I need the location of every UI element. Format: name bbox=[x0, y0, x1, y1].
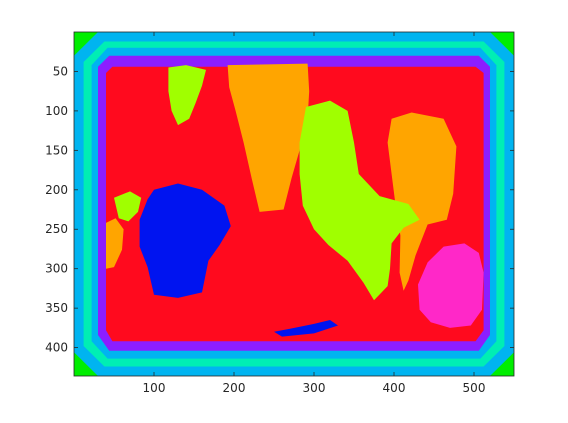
y-tick-label: 350 bbox=[45, 301, 68, 315]
y-tick-label: 400 bbox=[45, 341, 68, 355]
y-tick-label: 200 bbox=[45, 183, 68, 197]
y-tick-label: 100 bbox=[45, 104, 68, 118]
y-tick-label: 250 bbox=[45, 222, 68, 236]
y-tick-label: 50 bbox=[53, 64, 68, 78]
x-tick-label: 500 bbox=[463, 381, 486, 395]
heatmap-regions bbox=[74, 32, 514, 376]
y-tick-label: 150 bbox=[45, 143, 68, 157]
x-tick-label: 100 bbox=[143, 381, 166, 395]
x-tick-label: 400 bbox=[383, 381, 406, 395]
y-tick-label: 300 bbox=[45, 262, 68, 276]
x-tick-label: 300 bbox=[303, 381, 326, 395]
x-tick-label: 200 bbox=[223, 381, 246, 395]
